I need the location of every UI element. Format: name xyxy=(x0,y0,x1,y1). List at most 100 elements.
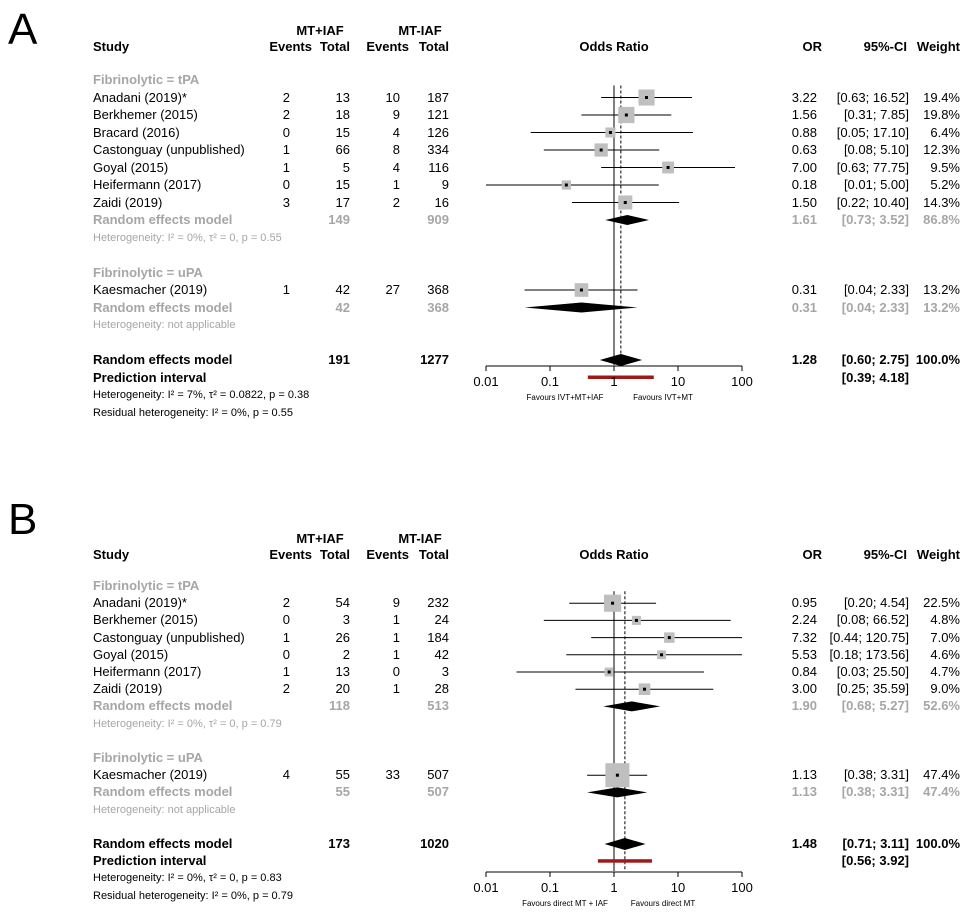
study-point xyxy=(623,201,627,204)
study-point xyxy=(615,773,619,777)
group1-header: MT+IAF xyxy=(296,531,344,546)
total-1: 54 xyxy=(335,595,350,611)
study-point xyxy=(599,148,603,152)
study-point xyxy=(660,653,664,657)
events-1: 2 xyxy=(282,681,290,697)
subgroup-heterogeneity: Heterogeneity: I² = 0%, τ² = 0, p = 0.79 xyxy=(93,717,282,730)
x-tick-label: 0.01 xyxy=(473,880,499,895)
study-header: Study xyxy=(93,547,130,562)
weight-value: 4.7% xyxy=(930,664,960,679)
x-tick-label: 1 xyxy=(610,880,618,895)
subgroup-label: Fibrinolytic = tPA xyxy=(93,72,200,87)
total-2: 3 xyxy=(441,664,449,679)
events-1: 3 xyxy=(282,194,290,210)
forest-plot-svg xyxy=(485,591,743,877)
total-1: 26 xyxy=(335,629,350,645)
study-name: Castonguay (unpublished) xyxy=(93,142,245,157)
study-point xyxy=(624,113,628,117)
total-1: 13 xyxy=(335,664,350,679)
overall-or: 1.48 xyxy=(791,836,817,851)
study-name: Berkhemer (2015) xyxy=(93,612,198,628)
overall-total-1: 191 xyxy=(328,352,350,367)
subgroup-diamond xyxy=(605,215,649,225)
study-name: Goyal (2015) xyxy=(93,646,169,662)
panel-label: B xyxy=(8,495,38,544)
ci-value: [0.18; 173.56] xyxy=(829,646,909,662)
favours-right-label: Favours direct MT xyxy=(630,899,696,908)
subgroup-model-label: Random effects model xyxy=(93,698,233,714)
total-2: 334 xyxy=(427,142,449,157)
ci-value: [0.08; 66.52] xyxy=(836,612,909,628)
model-ci: [0.68; 5.27] xyxy=(841,698,909,714)
study-point xyxy=(643,687,647,691)
subgroup-heterogeneity: Heterogeneity: I² = 0%, τ² = 0, p = 0.55 xyxy=(93,231,282,244)
weight-value: 4.8% xyxy=(930,612,960,628)
events-2: 0 xyxy=(392,664,400,679)
model-weight: 47.4% xyxy=(923,784,960,800)
model-ci: [0.04; 2.33] xyxy=(841,299,909,315)
weight-header: Weight xyxy=(916,547,960,562)
total-2: 184 xyxy=(427,629,449,645)
total-2: 187 xyxy=(427,89,449,105)
ci-value: [0.38; 3.31] xyxy=(843,767,909,783)
total-1: 42 xyxy=(335,282,350,297)
prediction-ci: [0.56; 3.92] xyxy=(841,853,909,869)
or-value: 3.00 xyxy=(791,681,817,697)
events-2: 4 xyxy=(392,124,400,140)
overall-heterogeneity: Heterogeneity: I² = 0%, τ² = 0, p = 0.83 xyxy=(93,872,282,885)
group1-header: MT+IAF xyxy=(296,23,344,38)
residual-heterogeneity: Residual heterogeneity: I² = 0%, p = 0.5… xyxy=(93,406,293,419)
or-value: 2.24 xyxy=(791,612,817,628)
ci-value: [0.63; 16.52] xyxy=(836,89,909,105)
model-weight: 13.2% xyxy=(923,299,960,315)
study-name: Bracard (2016) xyxy=(93,124,180,140)
events-2: 4 xyxy=(392,159,400,175)
prediction-interval-bar xyxy=(587,375,654,379)
total-2: 368 xyxy=(427,282,449,297)
or-value: 0.95 xyxy=(791,595,817,611)
total-1: 20 xyxy=(335,681,350,697)
or-value: 3.22 xyxy=(791,89,817,105)
residual-heterogeneity: Residual heterogeneity: I² = 0%, p = 0.7… xyxy=(93,889,293,902)
events-1: 2 xyxy=(282,595,290,611)
or-value: 0.88 xyxy=(791,124,817,140)
overall-total-2: 1277 xyxy=(420,352,449,367)
ci-value: [0.01; 5.00] xyxy=(843,177,909,192)
study-name: Heifermann (2017) xyxy=(93,177,202,192)
events-1: 4 xyxy=(282,767,290,783)
prediction-interval-bar xyxy=(597,859,652,863)
or-value: 5.53 xyxy=(791,646,817,662)
subgroup-model-label: Random effects model xyxy=(93,784,233,800)
events-1: 1 xyxy=(282,282,290,297)
forest-plot-svg xyxy=(485,85,743,379)
study-header: Study xyxy=(93,39,130,54)
subgroup-heterogeneity: Heterogeneity: not applicable xyxy=(93,803,236,816)
weight-value: 12.3% xyxy=(923,142,960,157)
events-1: 1 xyxy=(282,664,290,679)
events-2: 33 xyxy=(385,767,400,783)
events-2: 1 xyxy=(392,629,400,645)
subgroup-diamond xyxy=(603,701,661,712)
model-or: 1.61 xyxy=(791,212,817,227)
total-2: 507 xyxy=(427,767,449,783)
x-tick-label: 0.1 xyxy=(540,880,560,895)
x-tick-label: 0.01 xyxy=(473,374,499,389)
weight-value: 19.4% xyxy=(923,89,960,105)
total-1: 18 xyxy=(335,107,350,122)
forest-plot-panel-a: A MT+IAF MT-IAF Study Events Total Events Tota… xyxy=(0,0,966,456)
events-header: Events xyxy=(366,547,409,562)
ci-value: [0.44; 120.75] xyxy=(829,629,909,645)
study-point xyxy=(607,670,611,674)
total-1: 15 xyxy=(335,124,350,140)
events-1: 0 xyxy=(282,646,290,662)
weight-value: 9.0% xyxy=(930,681,960,697)
total-1: 13 xyxy=(335,89,350,105)
overall-weight: 100.0% xyxy=(915,836,960,851)
prediction-ci: [0.39; 4.18] xyxy=(841,369,909,385)
total-header: Total xyxy=(418,39,449,54)
model-total-1: 55 xyxy=(335,784,350,800)
x-tick-label: 10 xyxy=(670,374,686,389)
overall-ci: [0.71; 3.11] xyxy=(842,836,910,851)
overall-ci: [0.60; 2.75] xyxy=(841,352,909,367)
model-total-2: 507 xyxy=(427,784,449,800)
